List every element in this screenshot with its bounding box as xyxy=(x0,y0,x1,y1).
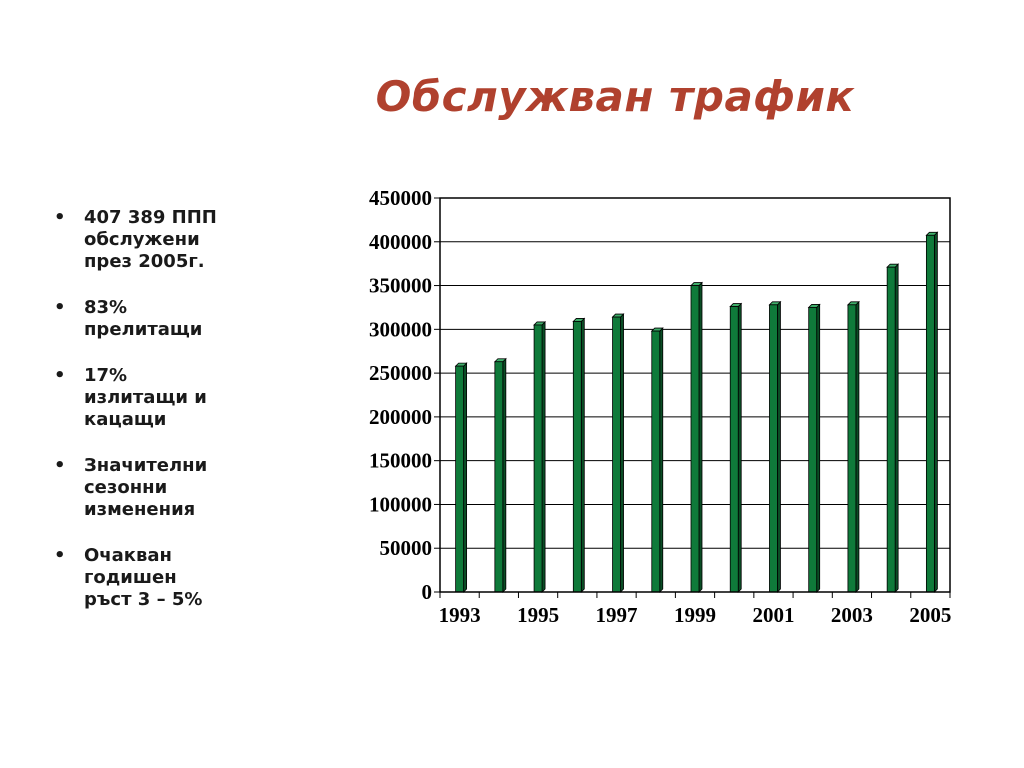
bullet-text: 17% излитащи и кацащи xyxy=(84,365,207,430)
y-tick-label: 300000 xyxy=(369,317,432,341)
bullet-text: 407 389 ППП обслужени през 2005г. xyxy=(84,207,217,272)
x-tick-label: 1999 xyxy=(674,603,716,627)
bullet-marker: • xyxy=(54,545,66,566)
traffic-bar-chart: 0 50000 100000 150000 200000 250000 300000 3500… xyxy=(369,186,951,627)
bullet-item: • 83% прелитащи xyxy=(50,297,270,341)
bullet-item: • Очакван годишен ръст 3 – 5% xyxy=(50,545,270,611)
bar-side xyxy=(580,317,585,593)
bar xyxy=(494,361,504,593)
bar xyxy=(651,330,661,593)
x-tick-label: 1997 xyxy=(596,603,638,627)
y-tick-label: 250000 xyxy=(369,361,432,385)
bar xyxy=(612,316,621,593)
bar-side xyxy=(855,300,860,593)
bar-side xyxy=(659,327,664,593)
bar xyxy=(808,307,818,593)
bar-side xyxy=(894,263,899,593)
bullet-text: 83% прелитащи xyxy=(84,297,203,340)
bullet-list: • 407 389 ППП обслужени през 2005г. • 83% … xyxy=(50,207,270,635)
bullet-marker: • xyxy=(54,297,66,318)
bar-side xyxy=(777,300,781,593)
bullet-item: • 407 389 ППП обслужени през 2005г. xyxy=(50,207,270,273)
y-tick-label: 50000 xyxy=(380,536,433,560)
bullet-item: • Значителни сезонни изменения xyxy=(50,455,270,521)
bar-side xyxy=(502,357,507,593)
bar-side xyxy=(816,303,821,593)
y-tick-label: 400000 xyxy=(369,230,432,254)
x-tick-label: 2005 xyxy=(909,603,951,627)
x-tick-label: 1993 xyxy=(439,603,481,627)
bar-side xyxy=(933,231,938,593)
y-tick-label: 450000 xyxy=(369,186,432,210)
slide-title: Обслужван трафик xyxy=(375,72,855,121)
bullet-text: Значителни сезонни изменения xyxy=(84,455,208,520)
y-tick-label: 150000 xyxy=(369,449,432,473)
bar-side xyxy=(463,362,468,593)
bar xyxy=(886,266,896,593)
bar-side xyxy=(620,313,624,593)
bar-side xyxy=(541,320,546,593)
bar xyxy=(769,304,778,593)
bar xyxy=(729,306,739,593)
bar xyxy=(572,321,582,593)
bar xyxy=(690,285,700,593)
y-tick-label: 350000 xyxy=(369,274,432,298)
bullet-marker: • xyxy=(54,365,66,386)
y-tick-label: 100000 xyxy=(369,492,432,516)
bullet-marker: • xyxy=(54,455,66,476)
y-tick-label: 0 xyxy=(422,580,433,604)
bar xyxy=(455,365,465,593)
x-tick-label: 2001 xyxy=(752,603,794,627)
bullet-marker: • xyxy=(54,207,66,228)
bar xyxy=(847,304,857,593)
bar-side xyxy=(698,281,703,593)
bar xyxy=(533,324,543,593)
bullet-text: Очакван годишен ръст 3 – 5% xyxy=(84,545,203,610)
plot-border xyxy=(439,197,951,593)
bar xyxy=(925,234,935,593)
x-tick-label: 2003 xyxy=(831,603,873,627)
y-tick-label: 200000 xyxy=(369,405,432,429)
bar-side xyxy=(737,302,742,593)
bullet-item: • 17% излитащи и кацащи xyxy=(50,365,270,431)
x-tick-label: 1995 xyxy=(517,603,559,627)
